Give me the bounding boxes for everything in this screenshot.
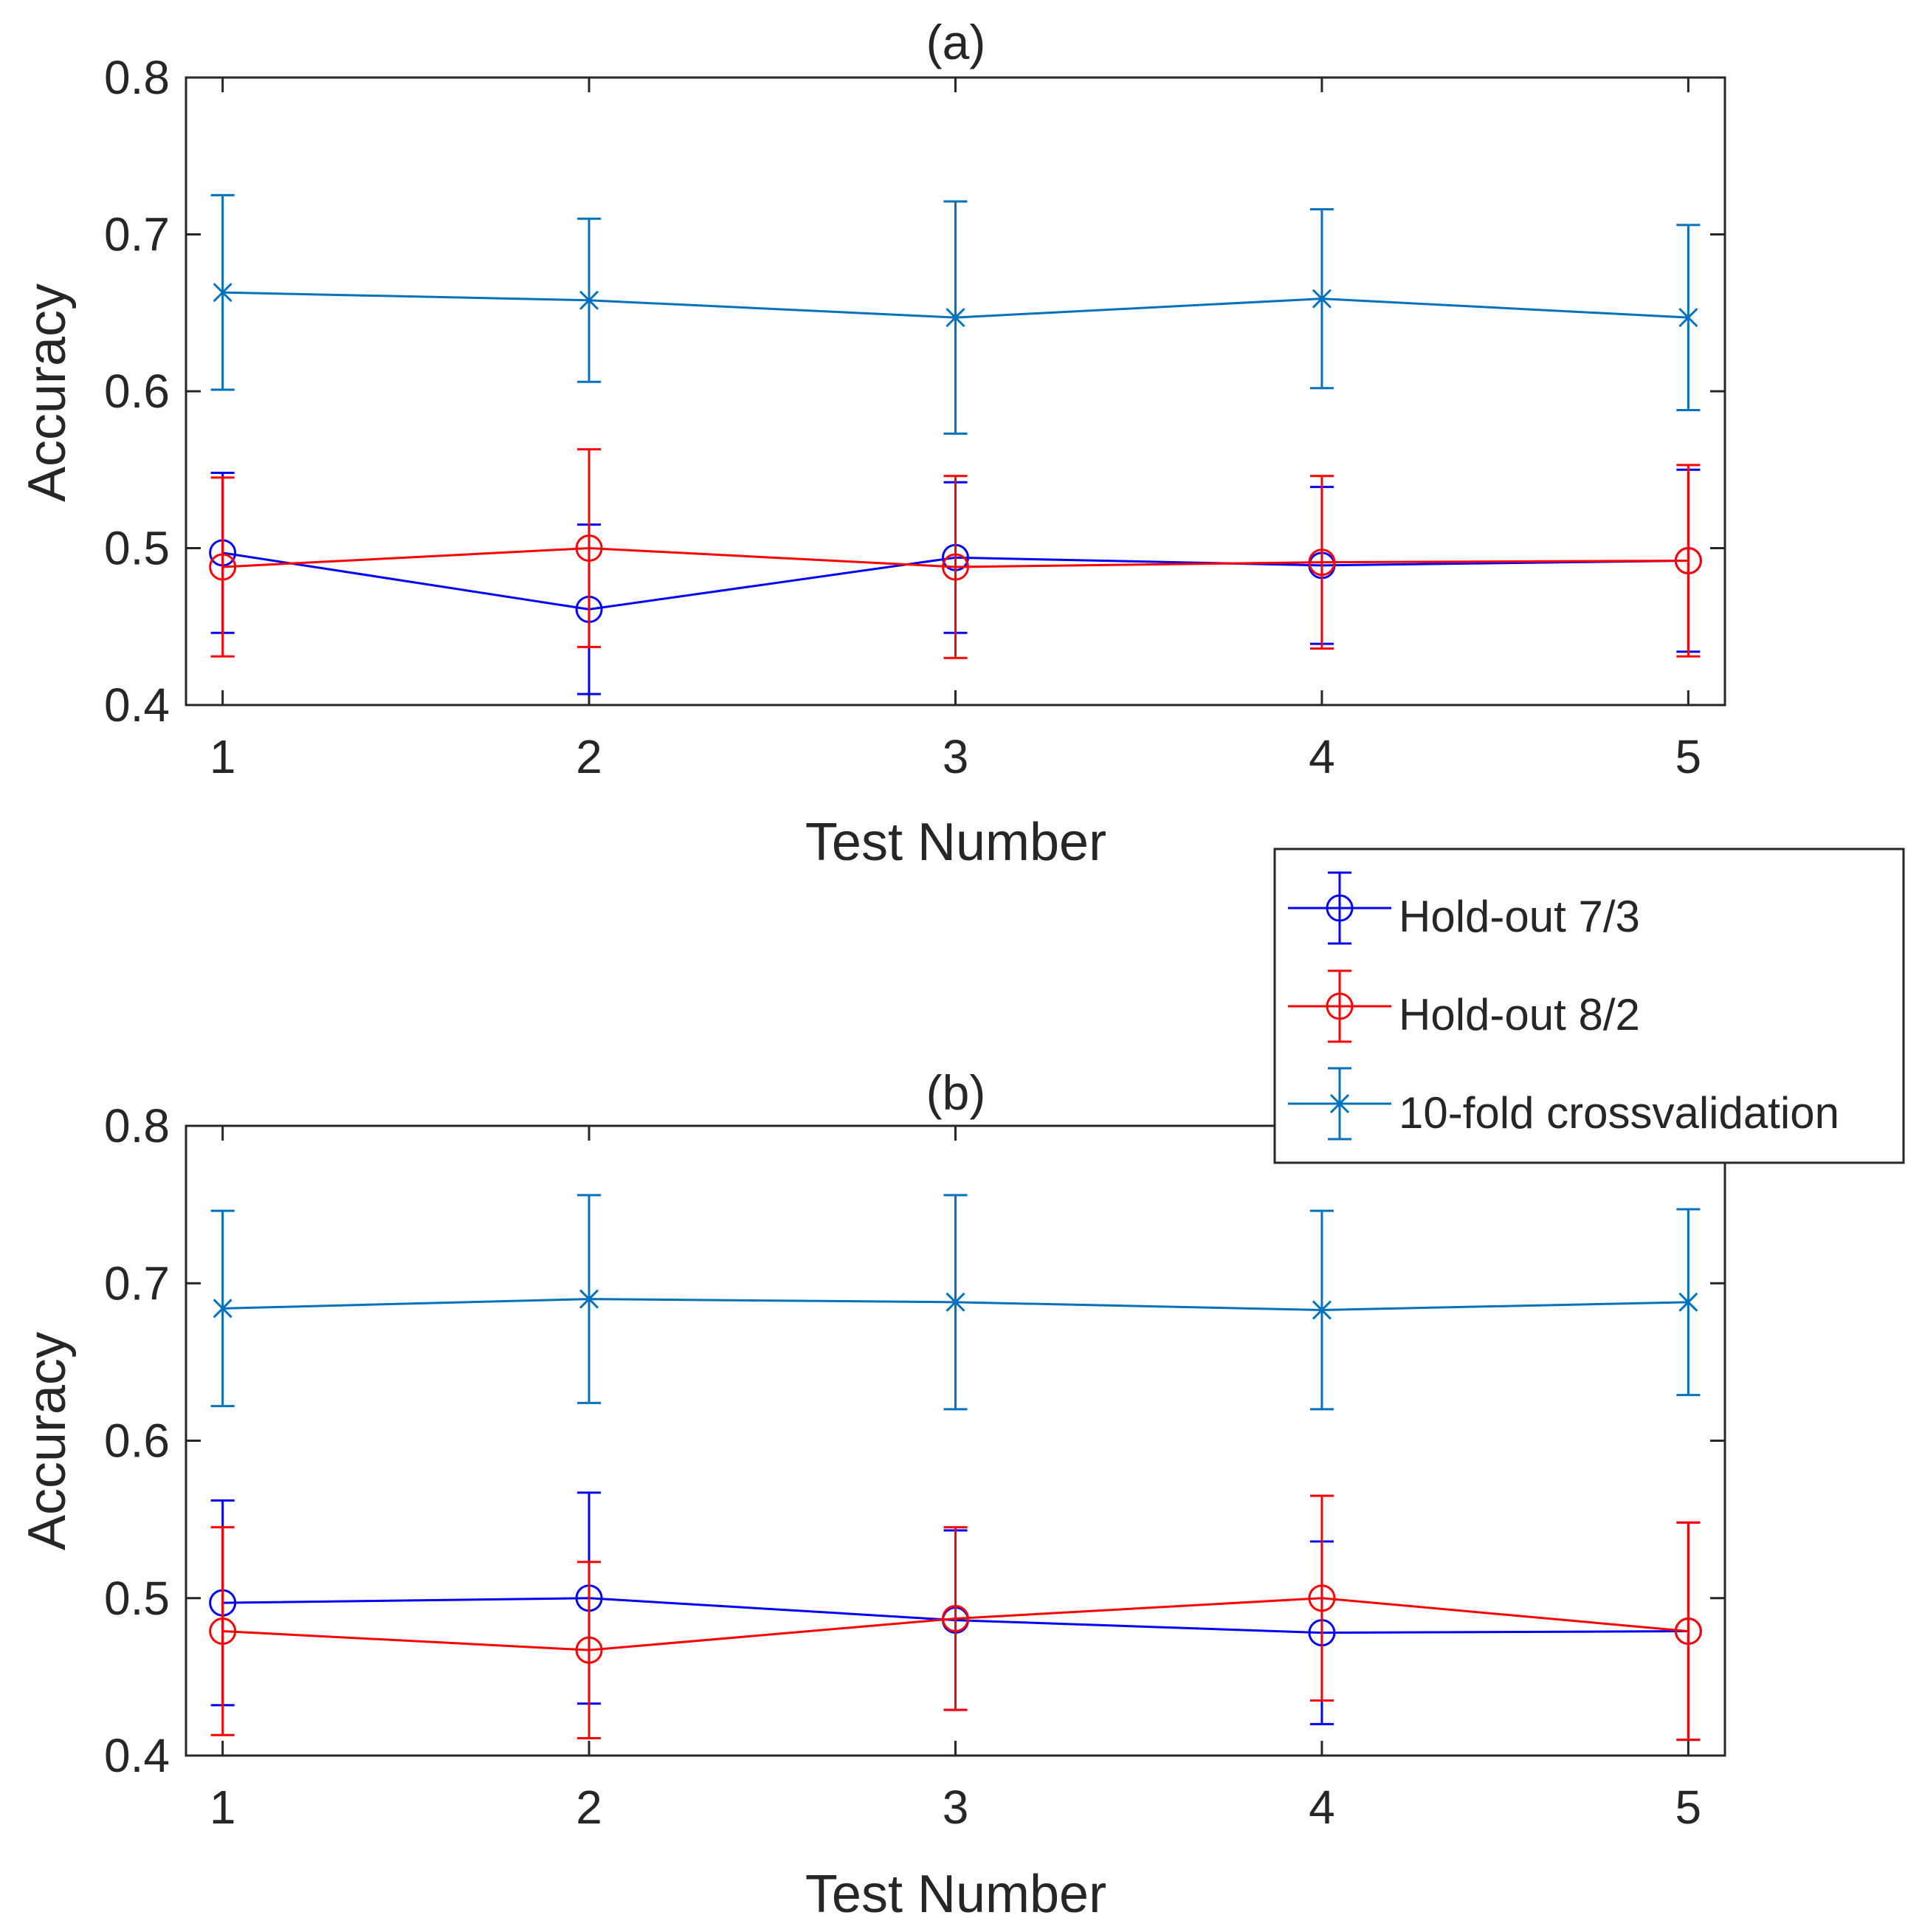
y-tick-label: 0.7 — [104, 208, 170, 261]
x-tick-label: 3 — [943, 1781, 969, 1834]
data-point — [1308, 1584, 1336, 1612]
panel-a-ylabel: Accuracy — [18, 283, 77, 502]
data-point — [579, 290, 599, 310]
y-tick-label: 0.6 — [104, 1414, 170, 1468]
y-tick-label: 0.4 — [104, 1729, 170, 1782]
panel-b-ticks: 1 2 3 4 5 0.4 0.5 0.6 0.7 0.8 — [104, 1099, 1725, 1834]
data-point — [575, 534, 603, 562]
legend-symbol-1 — [1288, 969, 1391, 1043]
data-point — [1678, 308, 1698, 328]
legend-symbol-2 — [1288, 1067, 1391, 1141]
legend-marker — [1329, 1093, 1350, 1114]
legend-entry-10fold: 10-fold crossvalidation — [1399, 1088, 1839, 1138]
legend-marker — [1326, 992, 1354, 1020]
x-tick-label: 1 — [210, 1781, 236, 1834]
data-point — [1312, 289, 1332, 309]
panel-a: (a) 1 2 3 4 5 0.4 0.5 0.6 0.7 0.8 Test Number Acc… — [18, 15, 1726, 872]
y-tick-label: 0.5 — [104, 1572, 170, 1625]
data-point — [579, 1289, 599, 1309]
data-point — [1674, 547, 1702, 574]
panel-b: (b) 1 2 3 4 5 0.4 0.5 0.6 0.7 0.8 Test Number Acc… — [18, 1065, 1726, 1924]
x-tick-label: 5 — [1675, 1781, 1702, 1834]
x-tick-label: 1 — [210, 730, 236, 783]
y-tick-label: 0.4 — [104, 678, 170, 732]
data-point — [942, 1604, 969, 1632]
data-point — [946, 308, 965, 328]
data-point — [213, 1299, 232, 1319]
panel-a-series — [209, 193, 1702, 695]
x-tick-label: 3 — [943, 730, 969, 783]
y-tick-label: 0.8 — [104, 51, 170, 104]
panel-b-xlabel: Test Number — [805, 1865, 1106, 1924]
data-point — [1312, 1300, 1332, 1320]
legend-marker — [1326, 894, 1354, 922]
x-tick-label: 2 — [576, 1781, 602, 1834]
panel-a-title: (a) — [926, 15, 986, 69]
x-tick-label: 4 — [1309, 1781, 1335, 1834]
series-1 — [209, 1494, 1702, 1742]
legend-entry-holdout-73: Hold-out 7/3 — [1399, 892, 1640, 941]
x-tick-label: 2 — [576, 730, 602, 783]
y-tick-label: 0.6 — [104, 365, 170, 418]
legend-entry-holdout-82: Hold-out 8/2 — [1399, 990, 1640, 1039]
y-tick-label: 0.8 — [104, 1099, 170, 1152]
data-point — [575, 1636, 603, 1664]
legend: Hold-out 7/3 Hold-out 8/2 10-fold crossv… — [1273, 848, 1905, 1164]
y-tick-label: 0.5 — [104, 522, 170, 575]
data-point — [213, 283, 232, 303]
panel-a-ticks: 1 2 3 4 5 0.4 0.5 0.6 0.7 0.8 — [104, 51, 1725, 783]
legend-symbol-0 — [1288, 871, 1391, 945]
panel-b-title: (b) — [926, 1065, 986, 1120]
data-point — [946, 1292, 965, 1312]
data-point — [1308, 549, 1336, 577]
panel-b-ylabel: Accuracy — [18, 1332, 77, 1550]
data-point — [1678, 1292, 1698, 1312]
data-point — [1674, 1618, 1702, 1646]
series-2 — [210, 193, 1701, 435]
data-point — [942, 553, 969, 581]
series-1 — [209, 448, 1702, 659]
y-tick-label: 0.7 — [104, 1257, 170, 1310]
series-2 — [210, 1194, 1701, 1411]
panel-a-xlabel: Test Number — [805, 813, 1106, 872]
panel-b-series — [209, 1194, 1702, 1742]
x-tick-label: 5 — [1675, 730, 1702, 783]
data-point — [209, 1618, 237, 1646]
x-tick-label: 4 — [1309, 730, 1335, 783]
legend-symbols — [1288, 871, 1391, 1141]
data-point — [209, 553, 237, 581]
